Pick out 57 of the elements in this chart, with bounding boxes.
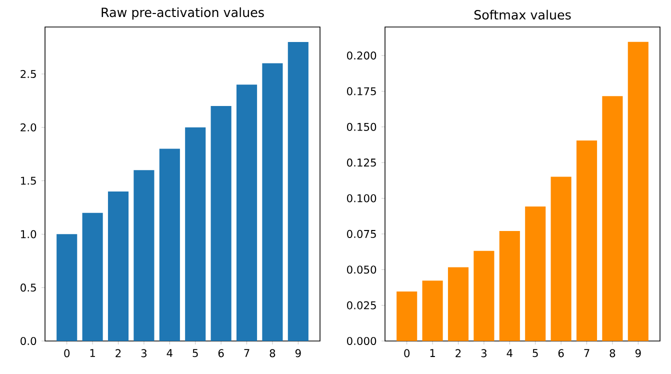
bar	[134, 170, 154, 341]
bar	[422, 280, 443, 341]
bar	[628, 42, 648, 341]
y-tick-label: 0.000	[347, 336, 376, 346]
bar	[159, 148, 180, 341]
x-tick-label: 5	[192, 349, 198, 358]
x-tick-label: 9	[635, 349, 641, 358]
chart-title: Raw pre-activation values	[102, 7, 264, 20]
y-tick-label: 0.050	[347, 266, 376, 274]
bar	[602, 96, 623, 341]
x-tick-label: 6	[218, 349, 224, 358]
y-tick-label: 0.075	[347, 230, 376, 238]
x-tick-label: 4	[506, 349, 512, 357]
bar	[288, 42, 308, 341]
bar	[448, 267, 469, 341]
bar	[499, 230, 520, 341]
bar	[56, 234, 78, 341]
x-tick-label: 1	[430, 349, 435, 357]
y-tick-label: 1.0	[21, 230, 36, 238]
y-tick-label: 0.175	[347, 87, 376, 96]
bar	[236, 84, 258, 341]
y-tick-label: 1.5	[21, 176, 36, 185]
x-tick-label: 8	[270, 349, 276, 358]
x-tick-label: 0	[404, 349, 410, 358]
x-tick-label: 8	[610, 349, 616, 358]
x-tick-label: 5	[532, 349, 538, 358]
y-tick-label: 0.5	[20, 284, 36, 292]
y-tick-label: 2.0	[20, 123, 36, 132]
y-tick-label: 0.100	[347, 194, 376, 202]
x-tick-label: 4	[166, 349, 172, 357]
bar	[82, 212, 103, 341]
bar	[550, 176, 572, 341]
y-tick-label: 0.150	[347, 122, 376, 131]
x-tick-label: 3	[141, 349, 147, 358]
x-tick-label: 6	[558, 349, 564, 358]
y-tick-label: 0.125	[347, 158, 376, 167]
y-tick-label: 0.0	[20, 336, 36, 346]
bar	[525, 206, 546, 341]
bar	[396, 291, 418, 341]
bar	[185, 127, 206, 341]
bar	[210, 106, 232, 341]
x-tick-label: 2	[456, 349, 461, 358]
y-tick-label: 0.200	[347, 51, 376, 60]
bar	[576, 140, 598, 341]
bar	[474, 250, 494, 341]
y-tick-label: 2.5	[20, 70, 36, 78]
x-tick-label: 1	[90, 349, 95, 357]
x-tick-label: 7	[244, 349, 250, 357]
x-tick-label: 2	[116, 349, 121, 358]
bar	[262, 63, 283, 341]
x-tick-label: 3	[481, 349, 486, 358]
chart-title: Softmax values	[474, 10, 571, 20]
x-tick-label: 9	[295, 349, 301, 358]
x-tick-label: 7	[584, 349, 590, 357]
x-tick-label: 0	[64, 349, 70, 358]
bar	[108, 191, 129, 341]
y-tick-label: 0.025	[347, 301, 376, 310]
